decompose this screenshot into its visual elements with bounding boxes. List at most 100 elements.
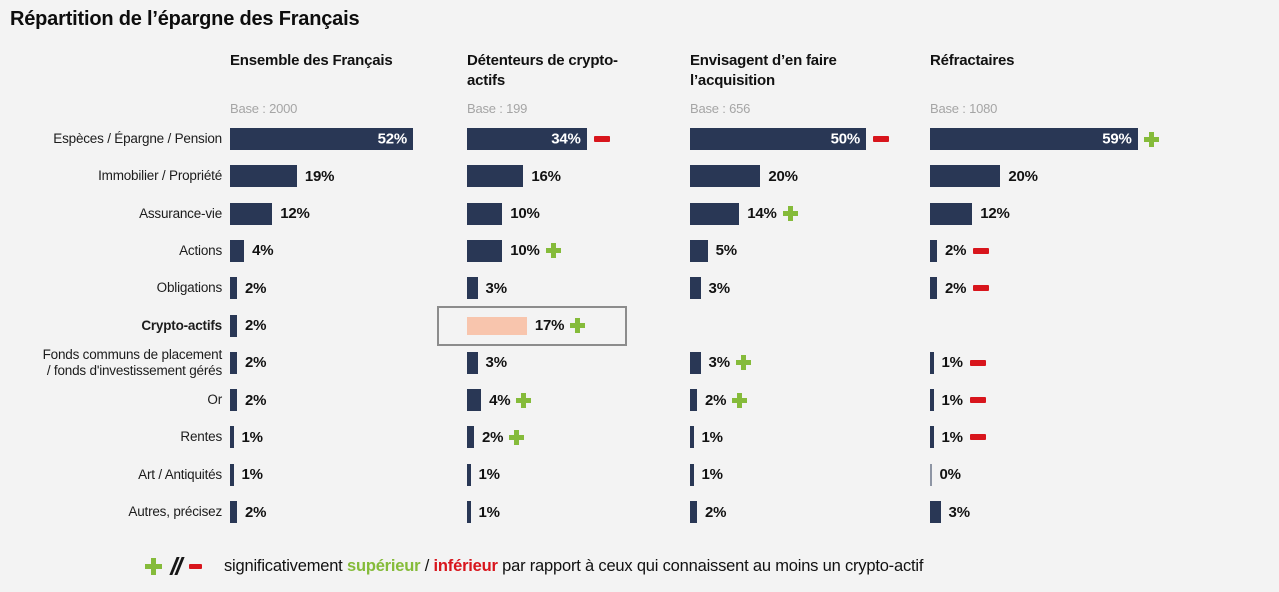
category-label: Fonds communs de placement / fonds d'inv… bbox=[42, 346, 223, 378]
bar-row: 20% bbox=[930, 165, 1038, 188]
bar bbox=[690, 389, 698, 412]
bar bbox=[467, 316, 527, 335]
legend-text: significativement supérieur / inférieur … bbox=[224, 557, 923, 576]
bar-row: 2% bbox=[930, 239, 990, 262]
value-label: 3% bbox=[708, 354, 730, 372]
plus-icon bbox=[516, 392, 532, 408]
bar-row: 1% bbox=[930, 426, 986, 449]
bar bbox=[930, 501, 941, 523]
highlight-box bbox=[437, 305, 627, 346]
value-label: 52% bbox=[377, 130, 408, 148]
bar-row: 1% bbox=[467, 463, 500, 486]
bar bbox=[930, 239, 938, 262]
bar: 50% bbox=[690, 128, 866, 150]
category-label: Espèces / Épargne / Pension bbox=[53, 130, 222, 146]
bar-row: 2% bbox=[230, 501, 267, 523]
value-label: 1% bbox=[478, 466, 500, 484]
bar bbox=[690, 501, 698, 523]
bar-row: 5% bbox=[690, 239, 737, 262]
value-label: 5% bbox=[715, 242, 737, 260]
bar bbox=[230, 501, 238, 523]
category-label: Autres, précisez bbox=[128, 503, 222, 519]
legend-separator: / bbox=[420, 556, 434, 575]
bar bbox=[930, 351, 934, 374]
plus-icon bbox=[1143, 131, 1159, 147]
bar: 34% bbox=[467, 128, 587, 150]
bar-row: 17% bbox=[467, 315, 586, 337]
value-label: 2% bbox=[245, 317, 267, 334]
bar-row: 34% bbox=[467, 128, 610, 150]
value-label: 4% bbox=[489, 391, 511, 409]
bar bbox=[467, 202, 503, 225]
value-label: 2% bbox=[245, 503, 267, 521]
value-label: 20% bbox=[1008, 167, 1038, 185]
bar bbox=[467, 501, 471, 523]
bar bbox=[930, 165, 1001, 188]
bar bbox=[467, 463, 471, 486]
bar: 59% bbox=[930, 128, 1138, 150]
bar-row: 3% bbox=[690, 351, 751, 374]
value-label: 1% bbox=[701, 466, 723, 484]
minus-icon bbox=[969, 397, 986, 404]
bar bbox=[930, 463, 932, 486]
value-label: 2% bbox=[245, 279, 267, 297]
legend-text-suffix: par rapport à ceux qui connaissent au mo… bbox=[497, 556, 924, 575]
bar bbox=[230, 314, 238, 337]
bar bbox=[930, 389, 934, 412]
bar-row: 2% bbox=[467, 426, 525, 449]
bar-row: 10% bbox=[467, 239, 561, 262]
plus-icon bbox=[570, 318, 586, 333]
legend: significativement supérieur / inférieur … bbox=[145, 556, 923, 576]
bar bbox=[690, 426, 694, 449]
column-header: Détenteurs de crypto- actifs bbox=[467, 52, 618, 89]
bar bbox=[230, 351, 238, 374]
bar bbox=[930, 426, 934, 449]
value-label: 50% bbox=[830, 130, 861, 148]
plus-icon bbox=[509, 429, 525, 445]
bar bbox=[467, 277, 478, 300]
legend-superior: supérieur bbox=[346, 556, 421, 575]
base-label: Base : 2000 bbox=[230, 101, 298, 116]
bar-row: 3% bbox=[467, 351, 507, 374]
plus-icon bbox=[782, 206, 798, 222]
chart-title: Répartition de l’épargne des Français bbox=[10, 8, 360, 30]
category-label: Rentes bbox=[180, 429, 222, 445]
bar bbox=[230, 463, 234, 486]
value-label: 12% bbox=[980, 205, 1010, 223]
bar-row: 12% bbox=[930, 202, 1010, 225]
plus-icon bbox=[735, 355, 751, 371]
bar bbox=[690, 202, 740, 225]
value-label: 2% bbox=[245, 391, 267, 409]
value-label: 3% bbox=[485, 354, 507, 372]
bar-row: 14% bbox=[690, 202, 798, 225]
bar-row: 2% bbox=[230, 389, 267, 412]
bar bbox=[230, 426, 234, 449]
bar-row: 50% bbox=[690, 128, 889, 150]
value-label: 17% bbox=[534, 317, 565, 334]
bar bbox=[230, 277, 238, 300]
bar-row: 52% bbox=[230, 128, 414, 150]
value-label: 1% bbox=[241, 466, 263, 484]
bar-row: 16% bbox=[467, 165, 561, 188]
bar bbox=[230, 389, 238, 412]
bar bbox=[690, 463, 694, 486]
legend-inferior: inférieur bbox=[433, 556, 498, 575]
category-label: Obligations bbox=[156, 280, 223, 296]
plus-icon bbox=[545, 243, 561, 259]
bar-row: 3% bbox=[930, 501, 970, 523]
bar bbox=[467, 426, 475, 449]
category-label: Assurance-vie bbox=[139, 205, 222, 221]
column-header: Réfractaires bbox=[930, 52, 1015, 69]
value-label: 12% bbox=[280, 205, 310, 223]
value-label: 1% bbox=[941, 391, 963, 409]
bar-row: 1% bbox=[930, 351, 986, 374]
bar-row: 2% bbox=[230, 277, 267, 300]
bar-row: 19% bbox=[230, 165, 335, 188]
value-label: 34% bbox=[551, 130, 581, 148]
bar-row: 10% bbox=[467, 202, 540, 225]
bar-row: 2% bbox=[690, 389, 748, 412]
bar bbox=[690, 351, 701, 374]
value-label: 2% bbox=[945, 279, 967, 297]
bar: 52% bbox=[230, 128, 414, 150]
base-label: Base : 1080 bbox=[930, 101, 998, 116]
